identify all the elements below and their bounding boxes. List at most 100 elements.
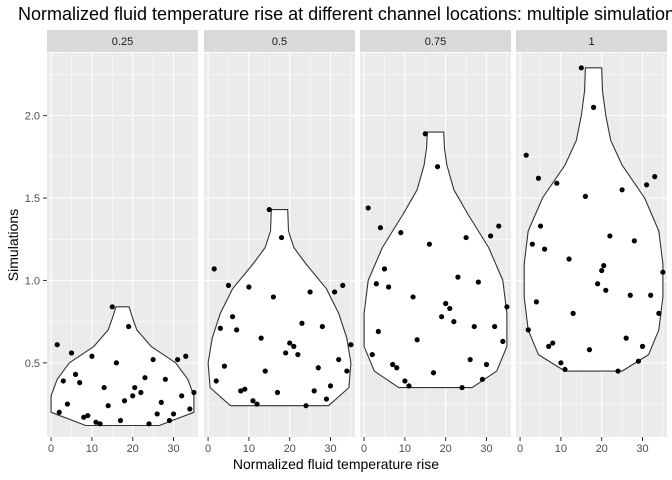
data-point xyxy=(85,412,91,419)
data-point xyxy=(451,319,457,325)
data-point xyxy=(191,389,197,396)
data-point xyxy=(558,360,564,366)
facet-strip-label: 0.5 xyxy=(272,36,287,48)
data-point xyxy=(126,323,132,330)
data-point xyxy=(483,361,490,368)
y-tick-label: 2.0 xyxy=(25,111,40,123)
data-point xyxy=(109,304,115,310)
facet-strip-label: 0.25 xyxy=(112,36,133,48)
x-tick-label: 20 xyxy=(596,443,608,455)
data-point xyxy=(422,131,428,137)
data-point xyxy=(373,281,379,287)
data-point xyxy=(174,356,181,363)
data-point xyxy=(166,417,173,424)
data-point xyxy=(229,314,236,320)
facet-panel-1: 10 10 20 30 xyxy=(516,30,667,455)
data-point xyxy=(311,388,317,394)
data-point xyxy=(615,368,621,374)
data-point xyxy=(246,284,252,290)
violin-shape xyxy=(50,306,195,427)
data-point xyxy=(467,356,473,363)
data-point xyxy=(81,414,87,420)
data-point xyxy=(365,205,371,211)
data-point xyxy=(287,340,293,346)
data-point xyxy=(599,267,605,274)
data-point xyxy=(582,193,588,199)
data-point xyxy=(283,350,289,356)
data-point xyxy=(348,342,354,348)
data-point xyxy=(627,292,633,298)
data-point xyxy=(274,389,281,396)
data-point xyxy=(554,180,560,186)
data-point xyxy=(533,299,540,305)
data-point xyxy=(179,393,185,399)
data-point xyxy=(344,368,350,374)
data-point xyxy=(254,401,260,407)
data-point xyxy=(635,358,642,364)
chart-title: Normalized fluid temperature rise at dif… xyxy=(18,4,672,24)
data-point xyxy=(291,343,297,349)
facet-strip xyxy=(516,30,667,52)
facet-strip xyxy=(204,30,355,52)
data-point xyxy=(331,289,338,295)
data-point xyxy=(430,370,437,376)
data-point xyxy=(394,365,400,371)
data-point xyxy=(377,225,384,231)
data-point xyxy=(578,65,584,71)
data-point xyxy=(319,323,325,330)
data-point xyxy=(523,152,529,158)
data-point xyxy=(406,383,412,389)
violin-shape xyxy=(207,209,352,407)
data-point xyxy=(639,343,646,349)
data-point xyxy=(278,234,285,241)
data-point xyxy=(138,389,144,396)
data-point xyxy=(162,376,168,382)
data-point xyxy=(652,174,658,180)
facet-strip-label: 0.75 xyxy=(425,36,446,48)
data-point xyxy=(262,368,268,374)
data-point xyxy=(459,384,465,391)
x-tick-label: 20 xyxy=(284,443,296,455)
data-point xyxy=(550,340,556,346)
data-point xyxy=(535,175,542,181)
data-point xyxy=(54,342,60,348)
x-tick-label: 0 xyxy=(361,443,367,455)
data-point xyxy=(303,403,309,409)
data-point xyxy=(590,104,597,110)
data-point xyxy=(601,263,607,269)
data-point xyxy=(60,378,66,384)
x-tick-label: 30 xyxy=(324,443,336,455)
facet-panel-0.25: 0.25 0 10 20 30 xyxy=(47,30,198,455)
data-point xyxy=(211,266,217,272)
data-point xyxy=(479,376,486,382)
data-point xyxy=(586,347,593,353)
data-point xyxy=(525,327,531,333)
data-point xyxy=(150,356,156,363)
data-point xyxy=(504,304,510,310)
data-point xyxy=(496,223,502,229)
x-axis-label: Normalized fluid temperature rise xyxy=(232,456,440,472)
data-point xyxy=(93,419,99,425)
data-point xyxy=(595,281,601,287)
x-tick-label: 0 xyxy=(48,443,54,455)
data-point xyxy=(68,350,75,356)
x-tick-label: 30 xyxy=(167,443,179,455)
data-point xyxy=(603,287,609,293)
data-point xyxy=(101,384,107,391)
data-point xyxy=(221,363,228,369)
data-point xyxy=(315,365,321,371)
data-point xyxy=(443,300,449,307)
data-point xyxy=(183,353,189,359)
data-point xyxy=(258,335,264,341)
data-point xyxy=(213,378,219,384)
data-point xyxy=(121,398,128,404)
data-point xyxy=(336,356,342,363)
x-tick-label: 30 xyxy=(636,443,648,455)
facet-strip xyxy=(360,30,511,52)
data-point xyxy=(570,310,576,316)
violin-shape xyxy=(363,131,508,389)
data-point xyxy=(487,233,494,239)
data-point xyxy=(234,327,240,333)
data-point xyxy=(323,396,330,402)
